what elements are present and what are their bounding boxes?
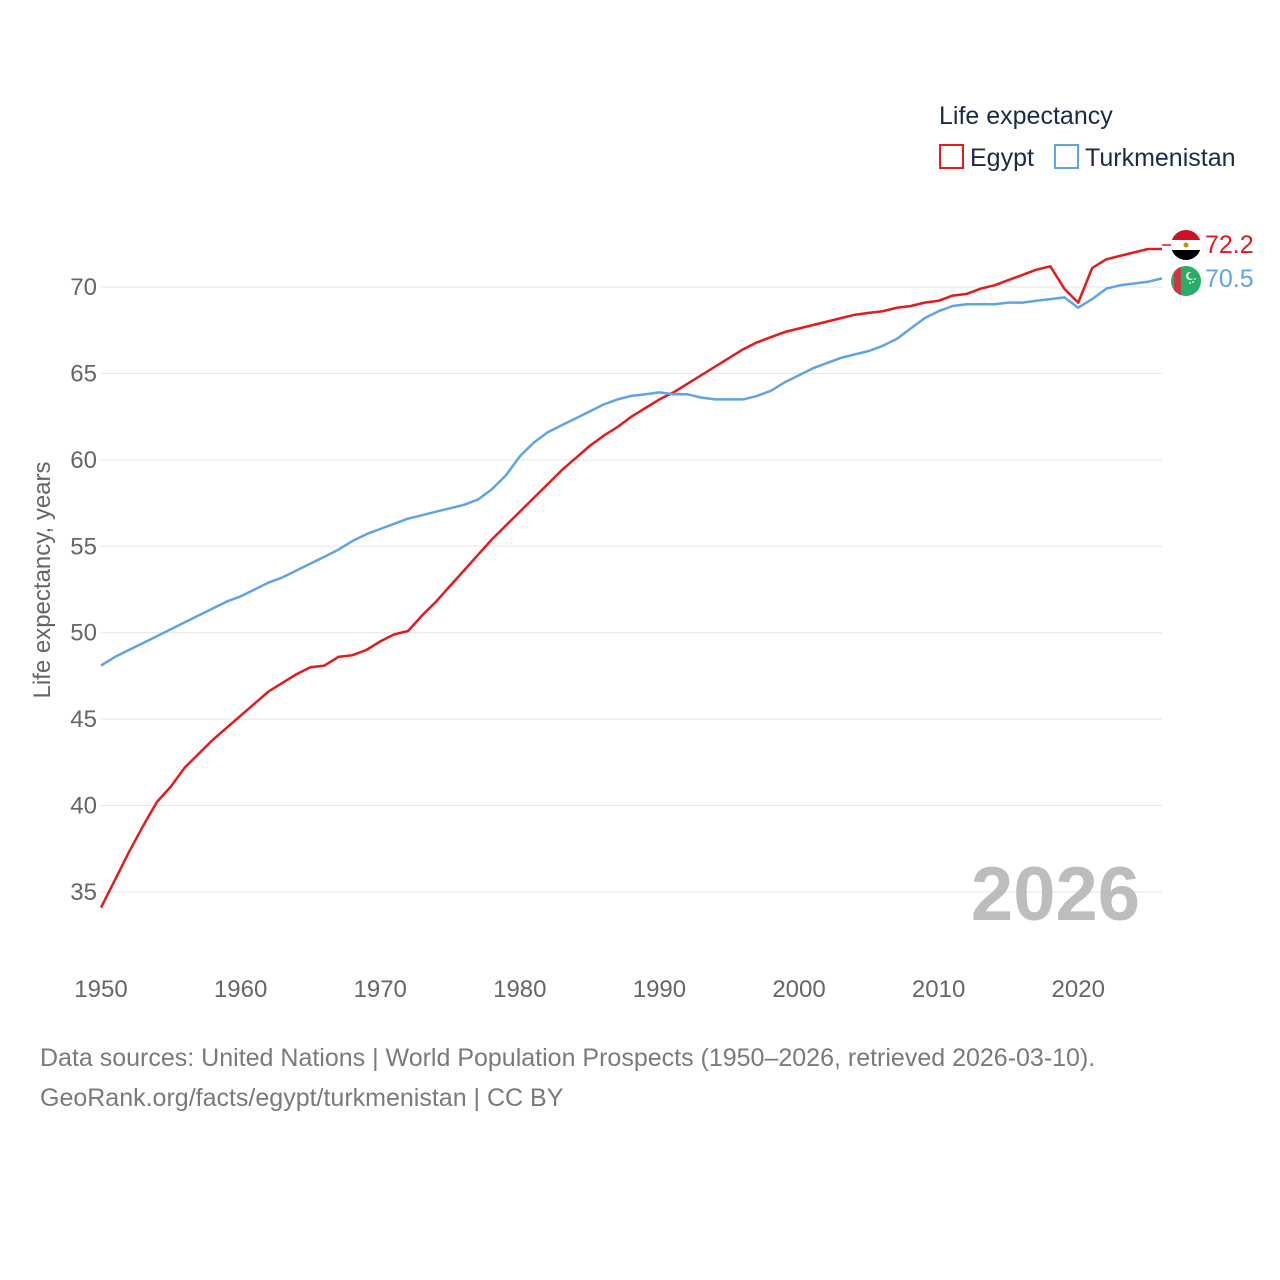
footer-sources: Data sources: United Nations | World Pop… [40,1044,1096,1072]
x-tick-label: 2020 [1052,976,1105,1003]
egypt-end-label: 72.2 [1205,231,1254,259]
x-tick-label: 1950 [74,976,127,1003]
series-lines [99,247,1163,909]
y-tick-label: 70 [70,274,97,301]
line-chart: 35 40 45 50 55 60 65 70 1950 1960 1970 1980 1990 200… [29,102,1254,1003]
legend-swatch-turkmenistan [1054,144,1079,169]
turkmenistan-end-marker: 70.5 [1171,265,1254,296]
legend-item-turkmenistan[interactable]: Turkmenistan [1054,144,1236,172]
footer-link[interactable]: GeoRank.org/facts/egypt/turkmenistan | C… [40,1084,564,1112]
y-tick-label: 65 [70,360,97,387]
egypt-flag-icon [1171,230,1201,260]
x-tick-label: 1980 [493,976,546,1003]
turkmenistan-end-label: 70.5 [1205,265,1254,293]
y-axis-ticks: 35 40 45 50 55 60 65 70 [70,274,97,906]
y-tick-label: 40 [70,793,97,820]
legend-label-turkmenistan: Turkmenistan [1085,144,1236,172]
legend: Life expectancy Egypt Turkmenistan [939,102,1236,172]
x-tick-label: 1970 [354,976,407,1003]
turkmenistan-flag-icon [1171,266,1201,296]
y-tick-label: 45 [70,706,97,733]
x-axis-ticks: 1950 1960 1970 1980 1990 2000 2010 2020 [74,976,1105,1003]
y-tick-label: 35 [70,879,97,906]
y-tick-label: 60 [70,447,97,474]
y-axis-label: Life expectancy, years [29,461,56,698]
x-tick-label: 1990 [633,976,686,1003]
y-tick-label: 55 [70,533,97,560]
legend-title: Life expectancy [939,102,1113,130]
y-tick-label: 50 [70,620,97,647]
egypt-end-marker: 72.2 [1162,230,1254,260]
year-watermark: 2026 [971,852,1140,937]
x-tick-label: 2000 [772,976,825,1003]
legend-swatch-egypt [939,144,964,169]
x-tick-label: 2010 [912,976,965,1003]
series-line-egypt [99,247,1162,909]
series-line-turkmenistan [100,277,1163,667]
legend-label-egypt: Egypt [970,144,1034,172]
legend-item-egypt[interactable]: Egypt [939,144,1034,172]
x-tick-label: 1960 [214,976,267,1003]
grid-lines [101,286,1162,893]
